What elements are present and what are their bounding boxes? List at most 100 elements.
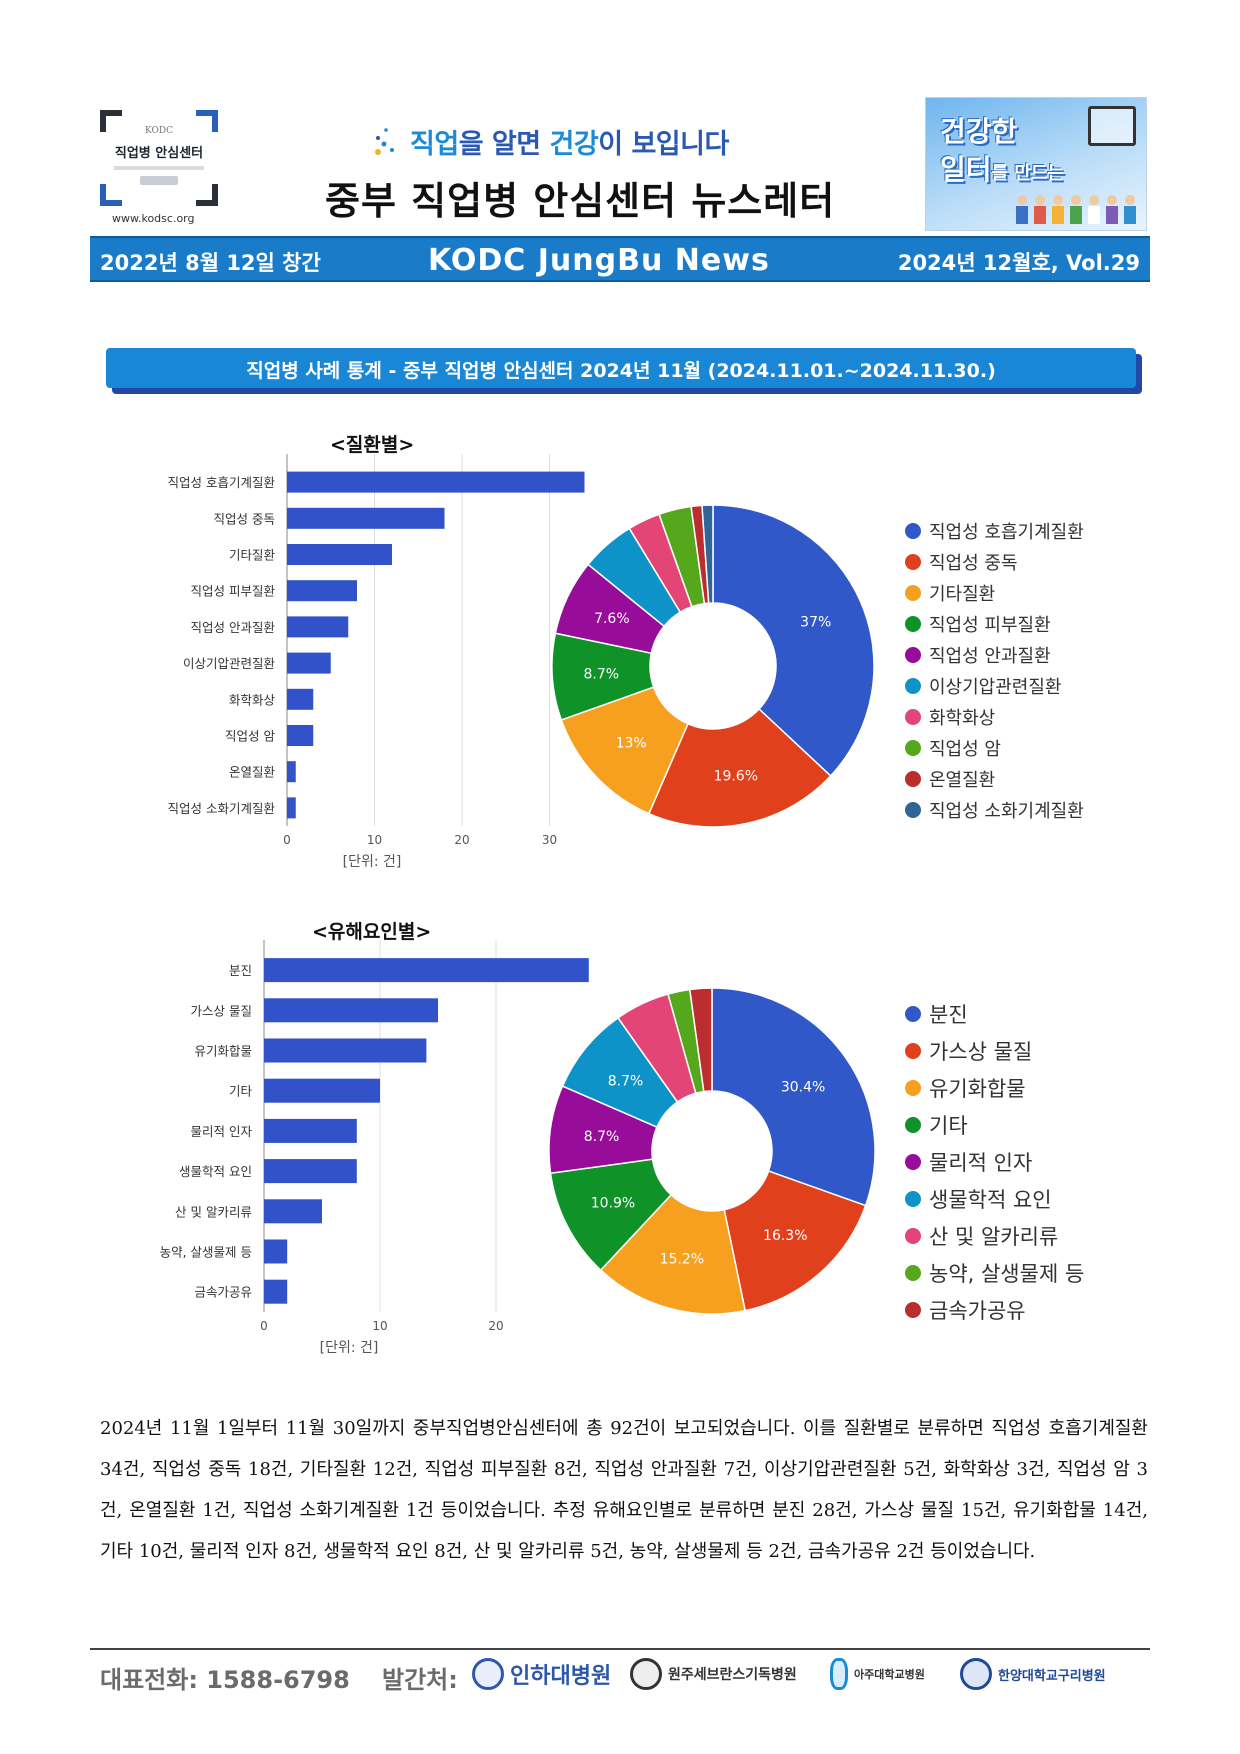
x-tick-label: 20 [488,1319,503,1333]
bar [287,471,585,493]
category-label: 기타질환 [229,548,276,563]
legend-item: 생물학적 요인 [905,1180,1084,1217]
legend-swatch [905,1079,921,1096]
legend-swatch [905,1264,921,1281]
legend-label: 물리적 인자 [929,1150,1033,1175]
legend-label: 직업성 피부질환 [929,614,1051,636]
legend-swatch [905,615,921,632]
slice-label: 30.4% [781,1080,825,1096]
mini-logo-icon [1088,106,1136,146]
bar [287,797,296,819]
slice-label: 16.3% [763,1228,807,1244]
legend-label: 농약, 살생물제 등 [929,1261,1085,1286]
pie-slice [712,504,875,777]
legend-label: 직업성 호흡기계질환 [929,521,1084,543]
category-label: 온열질환 [229,765,276,780]
website-link[interactable]: www.kodsc.org [112,212,195,225]
legend-swatch [905,801,921,818]
bar [264,1239,288,1264]
bar [264,1078,380,1103]
legend-label: 화학화상 [929,707,996,729]
legend-label: 이상기압관련질환 [929,676,1062,698]
legend-item: 온열질환 [905,763,1084,794]
tagline-part: 이 보입니다 [598,129,729,160]
logo-name: 직업병 안심센터 [114,146,204,161]
logo-corner [100,184,122,206]
bar [264,1038,427,1063]
category-label: 직업성 호흡기계질환 [168,475,276,490]
hospital-name: 인하대병원 [510,1664,612,1689]
hospital-logo: 한양대학교구리병원 [960,1658,1106,1690]
hospital-emblem-icon [960,1658,992,1690]
category-label: 기타 [229,1084,253,1099]
legend-swatch [905,1190,921,1207]
kodc-logo: KODC 직업병 안심센터 [100,110,218,206]
tagline: 직업을 알면 건강이 보입니다 [410,122,729,161]
legend-label: 직업성 소화기계질환 [929,800,1084,822]
bar [264,1279,288,1304]
legend-item: 분진 [905,995,1084,1032]
hospital-name: 아주대학교병원 [854,1668,925,1681]
bar [264,958,589,983]
logo-corner [196,184,218,206]
bar [287,652,331,674]
category-label: 물리적 인자 [191,1124,253,1139]
workers-illustration-icon [1016,195,1136,224]
x-tick-label: 10 [372,1319,387,1333]
legend-item: 금속가공유 [905,1291,1084,1328]
legend-label: 기타 [929,1113,968,1138]
sparkle-icon [375,128,394,155]
category-label: 화학화상 [229,692,276,707]
legend-swatch [905,677,921,694]
legend-swatch [905,1116,921,1133]
hospital-name: 원주세브란스기독병원 [668,1667,797,1683]
bar [264,998,438,1023]
chart-legend: 직업성 호흡기계질환 직업성 중독 기타질환 직업성 피부질환 직업성 안과질환 이상기압… [905,515,1084,825]
promo-line2-sub: 를 만드는 [991,163,1065,184]
pie-slice [647,707,832,828]
pie-slice [560,686,689,815]
pie-slice [701,504,714,604]
legend-swatch [905,1153,921,1170]
promo-line1: 건강한 [940,115,1018,148]
logo-subtext-placeholder [114,166,204,170]
legend-swatch [905,1042,921,1059]
tagline-part: 직업 [410,129,459,160]
promo-badge: 건강한 일터를 만드는 [925,97,1147,231]
legend-swatch [905,584,921,601]
masthead-banner: 2022년 8월 12일 창간 KODC JungBu News 2024년 1… [90,236,1150,282]
legend-swatch [905,708,921,725]
legend-label: 분진 [929,1002,968,1027]
legend-item: 직업성 호흡기계질환 [905,515,1084,546]
legend-label: 직업성 중독 [929,552,1018,574]
logo-org: KODC [145,126,173,136]
slice-label: 37% [800,614,831,630]
hospital-emblem-icon [830,1658,848,1690]
tagline-part: 을 알면 [458,129,550,160]
category-label: 산 및 알카리류 [175,1204,252,1219]
legend-swatch [905,770,921,787]
category-label: 농약, 살생물제 등 [160,1245,252,1260]
slice-label: 8.7% [584,1129,620,1145]
category-label: 가스상 물질 [191,1003,252,1018]
legend-item: 유기화합물 [905,1069,1084,1106]
pie-slice [599,1193,747,1315]
bar [264,1199,322,1224]
bar [287,544,392,565]
section-title: 직업병 사례 통계 - 중부 직업병 안심센터 2024년 11월 (2024.… [246,360,996,382]
legend-item: 물리적 인자 [905,1143,1084,1180]
summary-paragraph: 2024년 11월 1일부터 11월 30일까지 중부직업병안심센터에 총 92… [100,1418,1148,1562]
slice-label: 10.9% [591,1195,635,1211]
tagline-part: 건강 [549,129,599,160]
x-tick-label: 30 [542,833,557,847]
legend-item: 산 및 알카리류 [905,1217,1084,1254]
legend-label: 금속가공유 [929,1298,1026,1323]
slice-label: 8.7% [583,667,619,683]
legend-item: 가스상 물질 [905,1032,1084,1069]
legend-item: 직업성 안과질환 [905,639,1084,670]
logo-corner [196,110,218,132]
legend-swatch [905,739,921,756]
hospital-logo: 아주대학교병원 [830,1658,925,1690]
x-tick-label: 10 [367,833,382,847]
